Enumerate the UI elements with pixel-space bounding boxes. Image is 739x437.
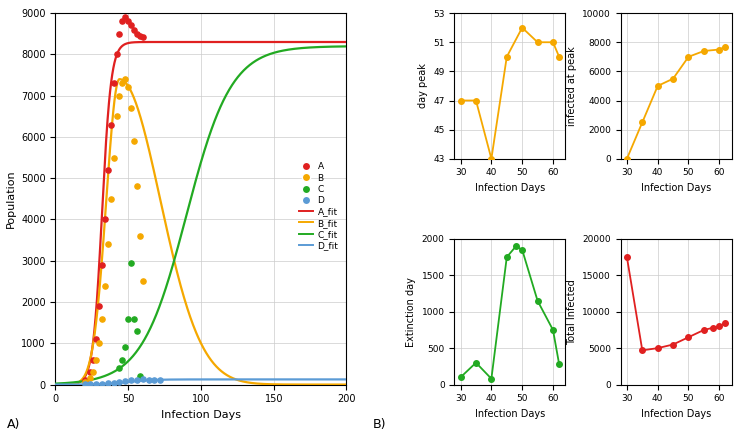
- Point: [131, 376, 143, 383]
- Point: [114, 379, 126, 386]
- Point: [122, 315, 134, 322]
- Point: [84, 381, 96, 388]
- Point: [93, 303, 105, 310]
- Y-axis label: Total Infected: Total Infected: [567, 279, 576, 345]
- Point: [111, 51, 123, 58]
- Legend: A, B, C, D, A_fit, B_fit, C_fit, D_fit: A, B, C, D, A_fit, B_fit, C_fit, D_fit: [296, 159, 342, 254]
- Point: [111, 113, 123, 120]
- Point: [120, 76, 132, 83]
- Point: [137, 376, 149, 383]
- X-axis label: Infection Days: Infection Days: [641, 183, 712, 193]
- Point: [137, 34, 149, 41]
- Point: [137, 278, 149, 285]
- Point: [93, 340, 105, 347]
- Point: [120, 378, 132, 385]
- Point: [128, 26, 140, 33]
- Point: [78, 377, 90, 384]
- Point: [120, 344, 132, 351]
- Point: [90, 356, 102, 363]
- Text: B): B): [373, 418, 386, 431]
- Point: [125, 22, 137, 29]
- X-axis label: Infection Days: Infection Days: [641, 409, 712, 419]
- Point: [120, 14, 132, 21]
- Point: [96, 261, 108, 268]
- Point: [84, 369, 96, 376]
- Point: [117, 18, 129, 25]
- Point: [125, 104, 137, 111]
- Point: [117, 356, 129, 363]
- Point: [99, 282, 111, 289]
- Point: [78, 379, 90, 386]
- Y-axis label: Extinction day: Extinction day: [406, 277, 416, 347]
- X-axis label: Infection Days: Infection Days: [161, 410, 241, 420]
- Point: [122, 84, 134, 91]
- Point: [84, 375, 96, 382]
- Point: [125, 377, 137, 384]
- Point: [134, 232, 146, 239]
- Point: [108, 379, 120, 386]
- Point: [128, 315, 140, 322]
- Point: [78, 381, 90, 388]
- Point: [114, 30, 126, 37]
- Point: [90, 381, 102, 388]
- Point: [134, 373, 146, 380]
- Point: [131, 183, 143, 190]
- Y-axis label: infected at peak: infected at peak: [567, 46, 576, 126]
- Point: [96, 315, 108, 322]
- Y-axis label: Population: Population: [5, 170, 16, 228]
- Point: [114, 364, 126, 371]
- Point: [108, 80, 120, 87]
- Point: [99, 216, 111, 223]
- Point: [105, 121, 117, 128]
- Point: [102, 166, 114, 173]
- X-axis label: Infection Days: Infection Days: [474, 409, 545, 419]
- Point: [96, 380, 108, 387]
- Point: [154, 377, 166, 384]
- Point: [114, 92, 126, 99]
- Point: [143, 376, 154, 383]
- Point: [131, 327, 143, 334]
- Point: [87, 356, 99, 363]
- Point: [134, 32, 146, 39]
- Point: [122, 18, 134, 25]
- Point: [117, 80, 129, 87]
- Text: A): A): [7, 418, 21, 431]
- Point: [125, 259, 137, 266]
- X-axis label: Infection Days: Infection Days: [474, 183, 545, 193]
- Point: [108, 154, 120, 161]
- Point: [102, 241, 114, 248]
- Point: [105, 195, 117, 202]
- Point: [90, 336, 102, 343]
- Point: [149, 376, 160, 383]
- Point: [128, 138, 140, 145]
- Y-axis label: day peak: day peak: [418, 63, 428, 108]
- Point: [102, 380, 114, 387]
- Point: [87, 369, 99, 376]
- Point: [131, 30, 143, 37]
